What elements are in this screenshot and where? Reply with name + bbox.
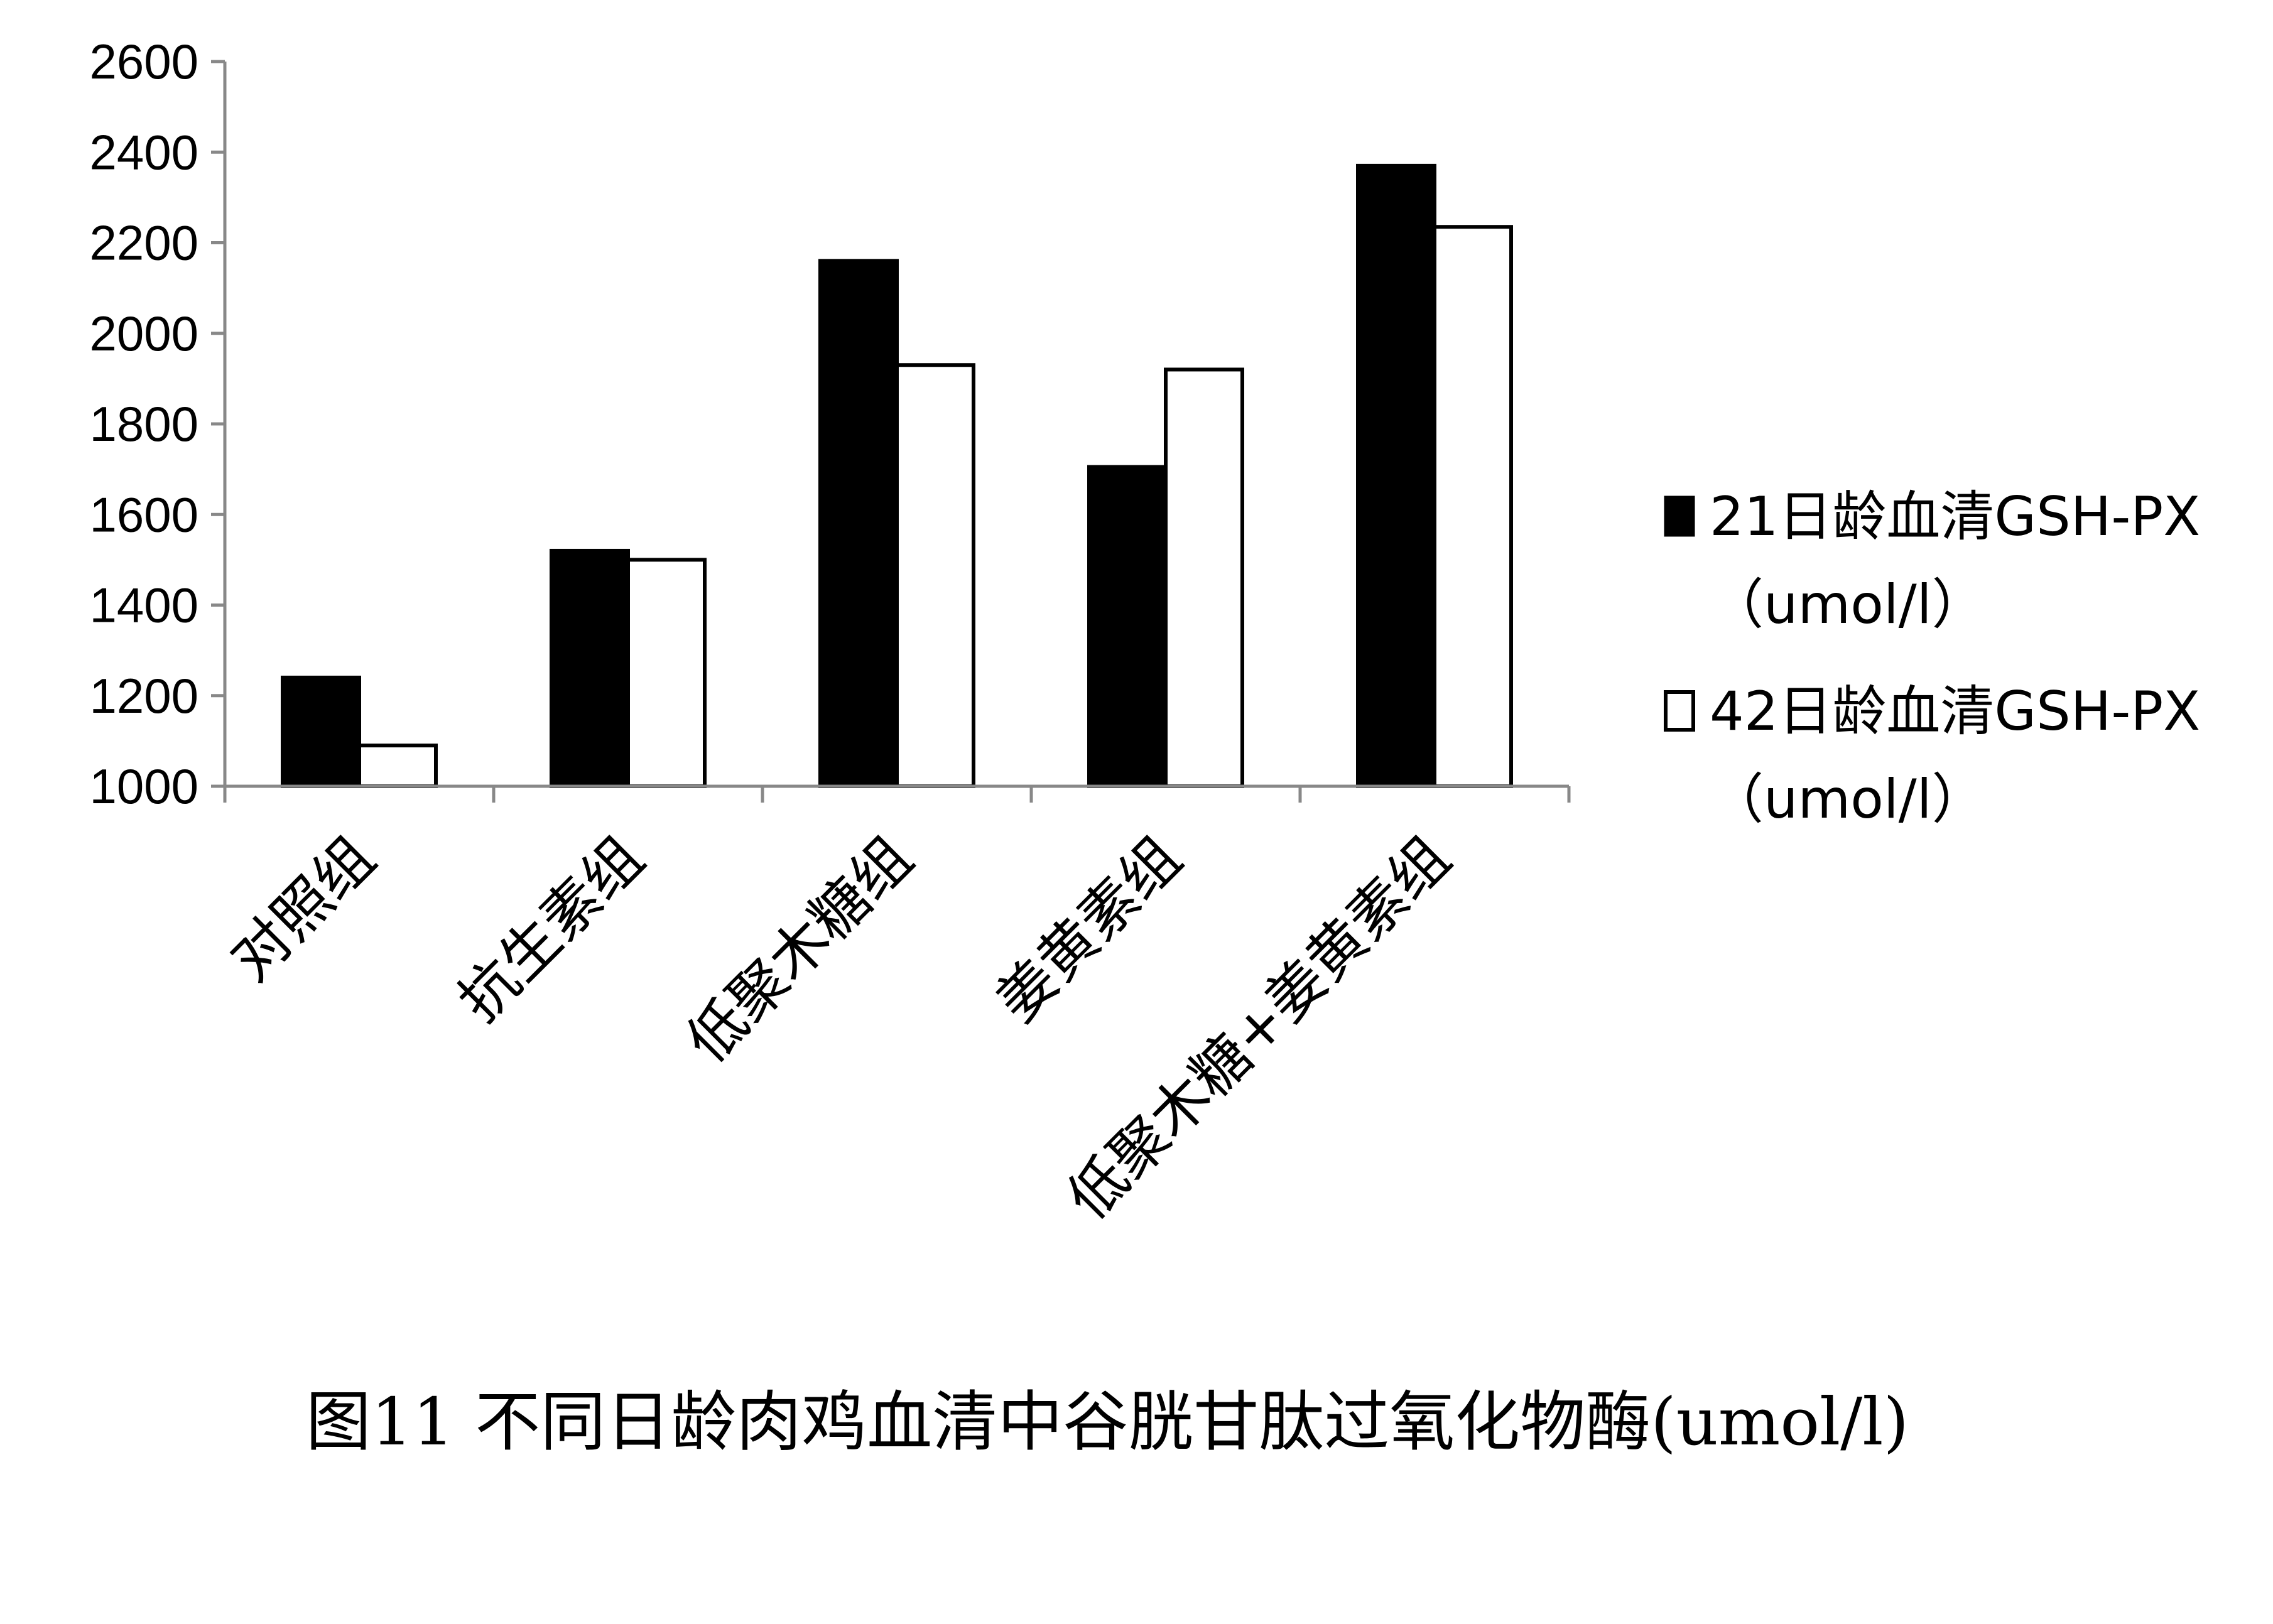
legend-label-42d-line1: 42日龄血清GSH-PX — [1710, 680, 2200, 743]
bar-42d-0 — [357, 744, 438, 789]
legend: 21日龄血清GSH-PX （umol/l） 42日龄血清GSH-PX （umol… — [1664, 485, 2200, 831]
bar-21d-4 — [1356, 163, 1436, 788]
bar-42d-1 — [626, 558, 707, 788]
legend-swatch-21d — [1664, 495, 1695, 537]
legend-label-42d-line2: （umol/l） — [1710, 768, 1986, 831]
bar-21d-3 — [1087, 465, 1168, 788]
legend-label-21d-line2: （umol/l） — [1710, 573, 1986, 636]
y-tick-label-7: 2400 — [89, 124, 198, 180]
y-tick-label-2: 1400 — [89, 578, 198, 633]
bar-21d-1 — [550, 548, 630, 788]
bar-42d-4 — [1433, 225, 1513, 789]
y-tick-label-3: 1600 — [89, 487, 198, 542]
plot-area: 1000 1200 1400 1600 1800 2000 2200 2400 2600 对照组抗… — [89, 34, 1571, 1233]
x-category-label-2: 低聚木糖组 — [674, 824, 926, 1076]
bar-42d-3 — [1164, 367, 1244, 788]
legend-label-21d-line1: 21日龄血清GSH-PX — [1710, 485, 2200, 548]
y-tick-label-0: 1000 — [89, 759, 198, 814]
y-tick-label-4: 1800 — [89, 396, 198, 452]
x-category-label-1: 抗生素组 — [446, 824, 657, 1035]
y-tick-label-5: 2000 — [89, 306, 198, 361]
x-category-label-0: 对照组 — [218, 824, 388, 994]
bar-21d-0 — [281, 675, 361, 789]
bar-21d-2 — [818, 259, 899, 789]
y-tick-label-1: 1200 — [89, 668, 198, 723]
legend-swatch-42d — [1664, 690, 1695, 732]
y-tick-label-6: 2200 — [89, 215, 198, 271]
y-tick-label-8: 2600 — [89, 34, 198, 89]
x-category-label-3: 姜黄素组 — [984, 824, 1195, 1035]
figure-caption: 图11 不同日龄肉鸡血清中谷胱甘肽过氧化物酶(umol/l) — [306, 1383, 1909, 1460]
bar-42d-2 — [895, 363, 975, 788]
